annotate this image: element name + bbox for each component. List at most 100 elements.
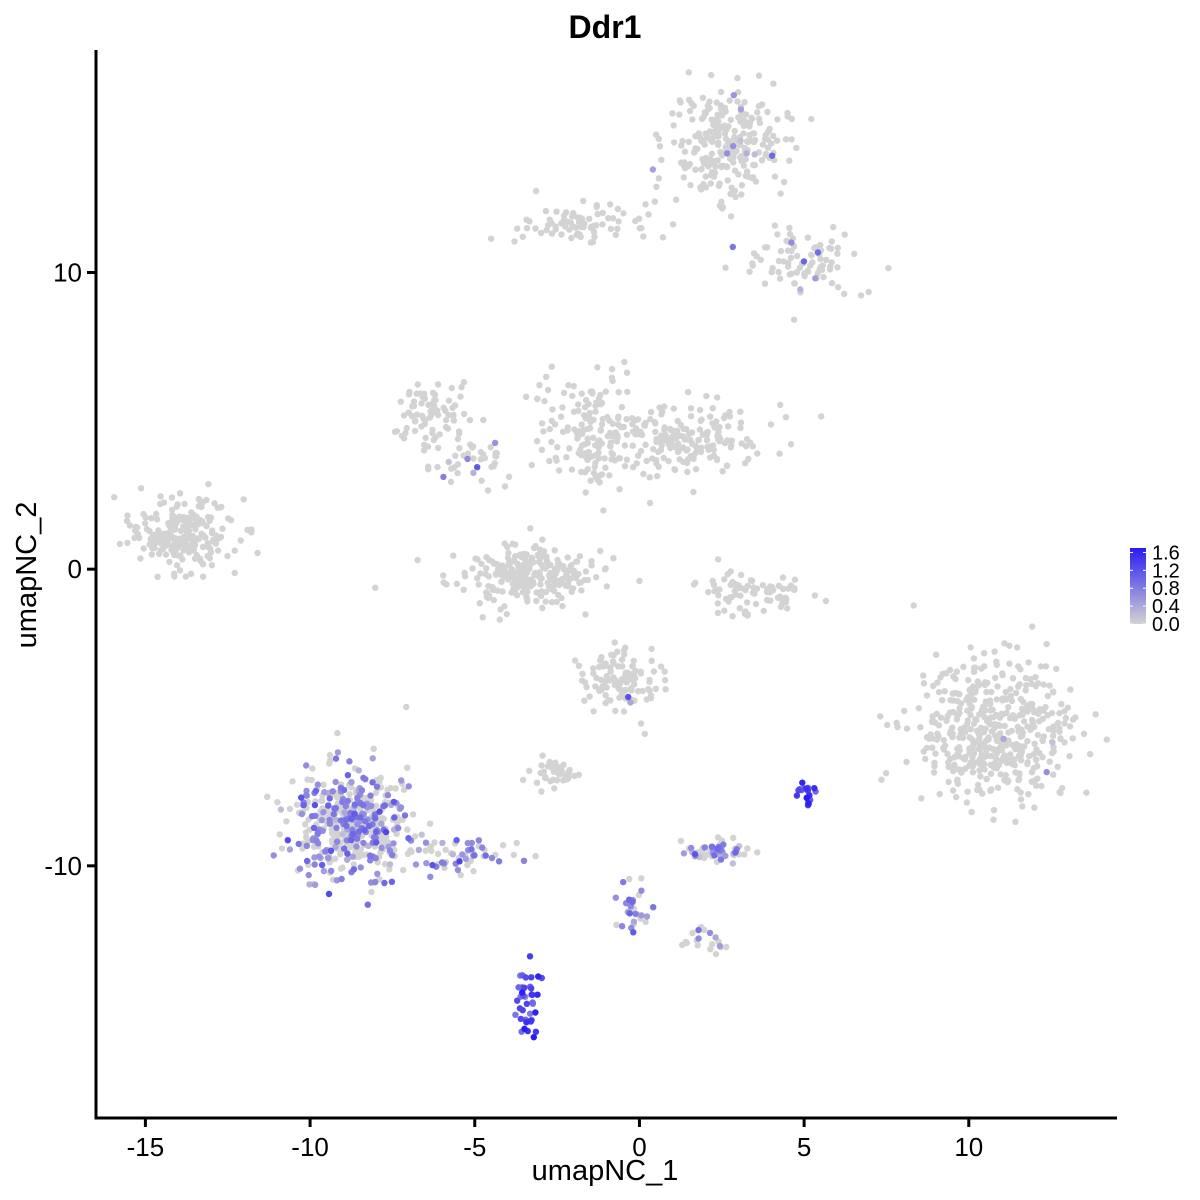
cell-point — [1003, 759, 1010, 767]
cell-point — [737, 137, 744, 144]
cell-point — [469, 565, 476, 572]
cell-point — [783, 596, 790, 603]
cell-point — [923, 692, 931, 699]
cell-point — [548, 438, 555, 446]
cell-point — [969, 754, 976, 761]
cell-point — [192, 536, 199, 544]
cell-point — [1015, 776, 1022, 784]
cell-point — [570, 209, 577, 217]
cell-point — [741, 99, 748, 106]
cell-point — [790, 316, 798, 323]
cell-point — [369, 779, 376, 786]
cell-point — [706, 161, 713, 168]
cell-point — [570, 567, 578, 574]
cell-point — [584, 456, 591, 463]
x-tick-label: -15 — [127, 1132, 165, 1162]
cell-point — [418, 400, 425, 407]
cell-point — [647, 415, 654, 423]
cell-point — [707, 71, 715, 79]
cell-point — [865, 288, 872, 296]
cell-point — [954, 745, 961, 752]
cell-point — [460, 410, 468, 418]
cell-point — [968, 808, 975, 816]
cell-point — [489, 584, 496, 591]
cell-point — [491, 439, 499, 447]
cell-point — [665, 457, 672, 465]
cell-point — [703, 437, 711, 444]
cell-point — [176, 490, 184, 497]
cell-point — [664, 434, 671, 442]
cell-point — [804, 234, 812, 241]
cell-point — [495, 858, 503, 865]
cell-point — [804, 267, 811, 274]
cell-point — [654, 472, 661, 480]
cell-point — [737, 408, 744, 415]
cell-point — [529, 999, 536, 1006]
cell-point — [397, 398, 404, 405]
cell-point — [717, 123, 724, 131]
cell-point — [632, 910, 639, 918]
cell-point — [734, 74, 741, 82]
cell-point — [546, 457, 553, 465]
cell-point — [793, 269, 800, 276]
cell-point — [1020, 718, 1028, 725]
cell-point — [1027, 675, 1034, 683]
cell-point — [782, 414, 790, 421]
cell-point — [533, 589, 540, 596]
cell-point — [629, 420, 636, 428]
cell-point — [1092, 711, 1099, 718]
cell-point — [788, 270, 795, 277]
cell-point — [182, 573, 189, 580]
cell-point — [440, 572, 447, 579]
cell-point — [717, 102, 724, 109]
cell-point — [499, 562, 506, 569]
cell-point — [157, 500, 164, 508]
cell-point — [434, 381, 442, 388]
cell-point — [173, 503, 180, 510]
cell-point — [683, 939, 691, 947]
cell-point — [534, 551, 542, 559]
cell-point — [1025, 659, 1032, 666]
cell-point — [602, 388, 609, 395]
cell-point — [469, 444, 476, 451]
cell-point — [1029, 718, 1036, 725]
cell-point — [539, 752, 546, 759]
cell-point — [403, 703, 410, 711]
cell-point — [1008, 697, 1016, 705]
cell-point — [621, 687, 628, 694]
cell-point — [372, 828, 380, 835]
cell-point — [470, 455, 477, 462]
cell-point — [680, 444, 687, 452]
cell-point — [459, 851, 466, 858]
cell-point — [451, 464, 458, 471]
cell-point — [424, 443, 432, 450]
cell-point — [372, 815, 379, 822]
cell-point — [624, 388, 631, 395]
cell-point — [638, 431, 646, 439]
cell-point — [1080, 730, 1088, 737]
legend-label: 1.2 — [1152, 560, 1180, 582]
cell-point — [505, 549, 512, 557]
cell-point — [776, 275, 784, 282]
cell-point — [949, 724, 956, 731]
cell-point — [1038, 782, 1045, 790]
cell-point — [604, 413, 611, 421]
cell-point — [418, 831, 425, 838]
cell-point — [732, 849, 739, 856]
cell-point — [622, 644, 629, 651]
cell-point — [532, 1009, 539, 1016]
cell-point — [771, 222, 779, 229]
cell-point — [547, 778, 554, 785]
cell-point — [455, 428, 463, 435]
cell-point — [1001, 722, 1008, 730]
cell-point — [577, 579, 585, 586]
cell-point — [805, 800, 812, 807]
cell-point — [991, 648, 998, 655]
cell-point — [351, 801, 358, 808]
cell-point — [801, 272, 808, 280]
cell-point — [587, 224, 595, 231]
cell-point — [987, 700, 994, 707]
cell-point — [568, 588, 575, 595]
cell-point — [586, 424, 594, 432]
cell-point — [551, 587, 558, 595]
